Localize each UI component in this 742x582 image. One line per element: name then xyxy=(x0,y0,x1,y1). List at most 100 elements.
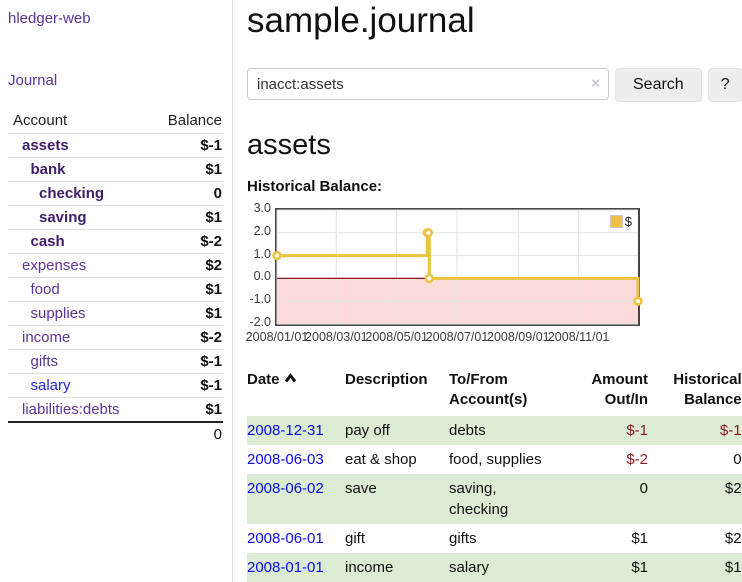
transaction-row: 2008-06-02 save saving, checking 0 $2 xyxy=(247,474,742,524)
transaction-date-link[interactable]: 2008-06-02 xyxy=(247,480,324,497)
account-row: bank $1 xyxy=(8,157,223,182)
accounts-header-balance: Balance xyxy=(167,112,222,129)
account-balance: $2 xyxy=(205,257,222,274)
account-row: saving $1 xyxy=(8,205,223,230)
transaction-balance: $2 xyxy=(724,480,742,497)
sidebar-nav: Journal xyxy=(8,72,223,90)
transaction-amount: $1 xyxy=(631,530,648,547)
transaction-description: gift xyxy=(345,530,366,547)
column-header-balance[interactable]: Historical Balance xyxy=(673,371,742,408)
account-balance: $-1 xyxy=(200,377,222,394)
account-link[interactable]: expenses xyxy=(22,257,87,274)
transaction-description: eat & shop xyxy=(345,451,417,468)
account-link[interactable]: supplies xyxy=(30,305,86,322)
account-balance: $-2 xyxy=(200,329,222,346)
legend-label: $ xyxy=(624,214,632,229)
brand-link[interactable]: hledger-web xyxy=(8,10,91,27)
accounts-header-account: Account xyxy=(13,112,68,129)
transactions-header-row: Date Description To/From Account(s) Amou… xyxy=(247,368,742,416)
search-button[interactable]: Search xyxy=(615,68,702,102)
account-balance: $-1 xyxy=(200,353,222,370)
account-row: food $1 xyxy=(8,277,223,302)
clear-search-icon[interactable]: × xyxy=(591,75,600,92)
account-link[interactable]: saving xyxy=(39,209,87,226)
transaction-description: income xyxy=(345,559,394,576)
account-row: liabilities:debts $1 xyxy=(8,397,223,423)
historical-balance-chart: $ 3.0 2.0 1.0 0.0 -1.0 -2.0 2008/01/01 2008/03/… xyxy=(245,201,647,346)
transaction-row: 2008-12-31 pay off debts $-1 $-1 xyxy=(247,416,742,445)
transaction-accounts: food, supplies xyxy=(449,451,542,468)
x-axis-tick-label: 2008/11/01 xyxy=(547,330,610,344)
x-axis-tick-label: 2008/01/01 xyxy=(245,330,309,344)
account-link[interactable]: salary xyxy=(30,377,71,394)
y-axis-tick-label: -2.0 xyxy=(249,315,271,329)
account-row: salary $-1 xyxy=(8,373,223,398)
y-axis-tick-label: 2.0 xyxy=(253,223,271,238)
x-axis-tick-label: 2008/05/01 xyxy=(365,330,428,344)
chart-plot-area: $ xyxy=(272,208,643,326)
transaction-balance: $1 xyxy=(724,559,742,576)
page-title: sample.journal xyxy=(247,1,475,40)
account-link[interactable]: income xyxy=(22,329,71,346)
account-link[interactable]: food xyxy=(30,281,60,298)
transaction-accounts: debts xyxy=(449,422,486,439)
account-link[interactable]: liabilities:debts xyxy=(22,401,120,418)
accounts-total-value: 0 xyxy=(213,426,222,443)
transaction-date-link[interactable]: 2008-06-01 xyxy=(247,530,324,547)
account-balance: $1 xyxy=(205,305,222,322)
account-balance: $1 xyxy=(205,281,222,298)
legend-swatch xyxy=(609,215,623,228)
sidebar-item-journal[interactable]: Journal xyxy=(8,72,58,89)
sidebar: hledger-web Journal Account Balance asse… xyxy=(0,0,233,582)
accounts-table: Account Balance assets $-1 bank $1 checking 0… xyxy=(8,109,223,446)
x-axis-tick-label: 2008/03/01 xyxy=(305,330,368,344)
transactions-table: Date Description To/From Account(s) Amou… xyxy=(247,368,742,582)
account-link[interactable]: cash xyxy=(30,233,65,250)
column-header-date[interactable]: Date xyxy=(247,368,345,416)
chart-title: Historical Balance: xyxy=(247,178,383,195)
accounts-header-row: Account Balance xyxy=(8,109,223,134)
y-axis-tick-label: 1.0 xyxy=(253,246,271,261)
transaction-date-link[interactable]: 2008-01-01 xyxy=(247,559,324,576)
transaction-row: 2008-01-01 income salary $1 $1 xyxy=(247,553,742,582)
search-help-button[interactable]: ? xyxy=(707,68,742,102)
transaction-accounts: saving, checking xyxy=(449,480,509,518)
search-input[interactable] xyxy=(247,68,609,100)
account-row: cash $-2 xyxy=(8,229,223,254)
y-axis-tick-label: 3.0 xyxy=(253,201,271,215)
transaction-row: 2008-06-01 gift gifts $1 $2 xyxy=(247,524,742,553)
transaction-row: 2008-06-03 eat & shop food, supplies $-2 0 xyxy=(247,445,742,474)
account-link[interactable]: gifts xyxy=(30,353,59,370)
account-balance: $1 xyxy=(205,161,222,178)
x-axis-tick-label: 2008/07/01 xyxy=(425,330,489,344)
transaction-date-link[interactable]: 2008-12-31 xyxy=(247,422,324,439)
account-row: gifts $-1 xyxy=(8,349,223,374)
transaction-description: save xyxy=(345,480,377,497)
transaction-accounts: gifts xyxy=(449,530,477,547)
transaction-balance: $2 xyxy=(724,530,742,547)
account-balance: $-2 xyxy=(200,233,222,250)
accounts-total-row: 0 xyxy=(8,422,223,446)
transaction-date-link[interactable]: 2008-06-03 xyxy=(247,451,324,468)
account-link[interactable]: bank xyxy=(30,161,66,178)
account-link[interactable]: assets xyxy=(22,137,69,154)
transaction-accounts: salary xyxy=(449,559,490,576)
column-header-accounts[interactable]: To/From Account(s) xyxy=(449,371,528,408)
y-axis-tick-label: -1.0 xyxy=(249,292,271,307)
transaction-description: pay off xyxy=(345,422,390,439)
account-balance: $1 xyxy=(205,401,222,418)
search-form: × Search ? xyxy=(247,68,742,102)
column-header-description[interactable]: Description xyxy=(345,371,428,388)
brand: hledger-web xyxy=(8,10,223,28)
y-axis-tick-label: 0.0 xyxy=(253,269,271,284)
account-link[interactable]: checking xyxy=(39,185,105,202)
account-heading: assets xyxy=(247,129,331,161)
x-axis-tick-label: 2008/09/01 xyxy=(487,330,550,344)
chart-canvas xyxy=(272,209,643,325)
account-row: assets $-1 xyxy=(8,133,223,158)
transaction-amount: $-1 xyxy=(626,422,648,439)
transaction-amount: 0 xyxy=(639,480,648,497)
sort-ascending-icon xyxy=(284,370,297,390)
account-balance: 0 xyxy=(213,185,222,202)
column-header-amount[interactable]: Amount Out/In xyxy=(591,371,648,408)
